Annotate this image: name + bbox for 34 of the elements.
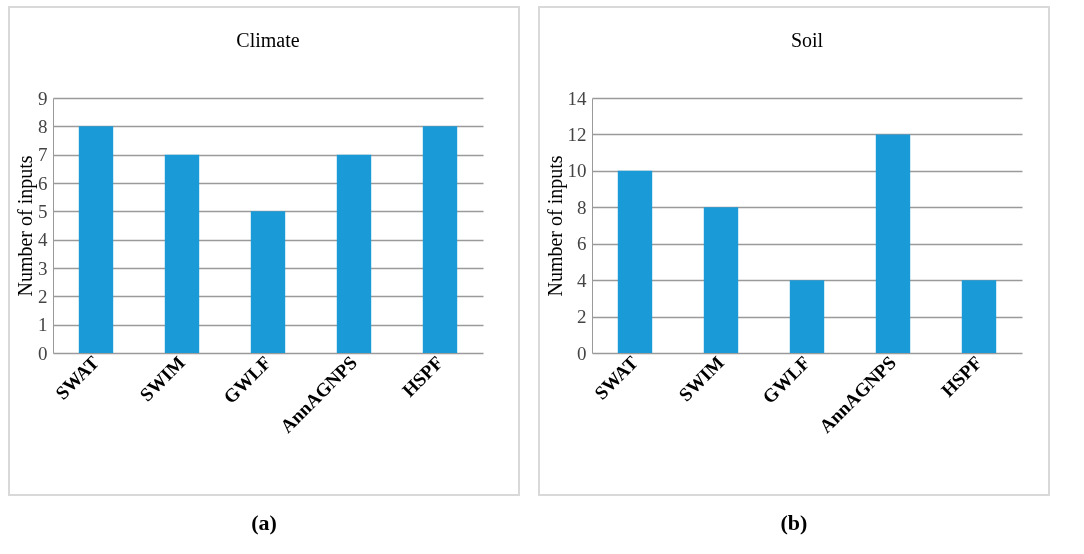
y-tick-label: 10 [567, 160, 587, 182]
y-axis-title: Number of inputs [14, 155, 37, 297]
y-tick-label: 9 [38, 87, 48, 109]
y-tick-label: 4 [38, 229, 48, 251]
bar [617, 170, 653, 353]
bar [336, 154, 372, 353]
y-tick-label: 5 [38, 200, 48, 222]
y-tick-label: 6 [38, 172, 48, 194]
y-tick-label: 6 [577, 233, 587, 255]
y-tick-label: 1 [38, 314, 48, 336]
bar [250, 211, 286, 353]
bar [703, 207, 739, 353]
bar [789, 280, 825, 353]
y-tick-label: 8 [577, 196, 587, 218]
y-tick-label: 8 [38, 115, 48, 137]
y-tick-label: 0 [577, 342, 587, 364]
bar [164, 154, 200, 353]
y-tick-label: 12 [567, 123, 587, 145]
y-tick-label: 7 [38, 144, 48, 166]
y-axis-title: Number of inputs [543, 155, 567, 297]
y-tick-label: 3 [38, 257, 48, 279]
y-tick-label: 14 [567, 87, 587, 109]
y-tick-label: 2 [577, 306, 587, 328]
y-tick-label: 2 [38, 285, 48, 307]
text: (b) [779, 510, 809, 536]
text: (a) [250, 510, 278, 536]
chart-title: Soil [790, 29, 824, 51]
bar [422, 126, 458, 353]
y-tick-label: 4 [577, 269, 587, 291]
bar [78, 126, 114, 353]
y-tick-label: 0 [38, 342, 48, 364]
bar [875, 134, 911, 353]
chart-title: Climate [236, 29, 300, 51]
bar [961, 280, 997, 353]
